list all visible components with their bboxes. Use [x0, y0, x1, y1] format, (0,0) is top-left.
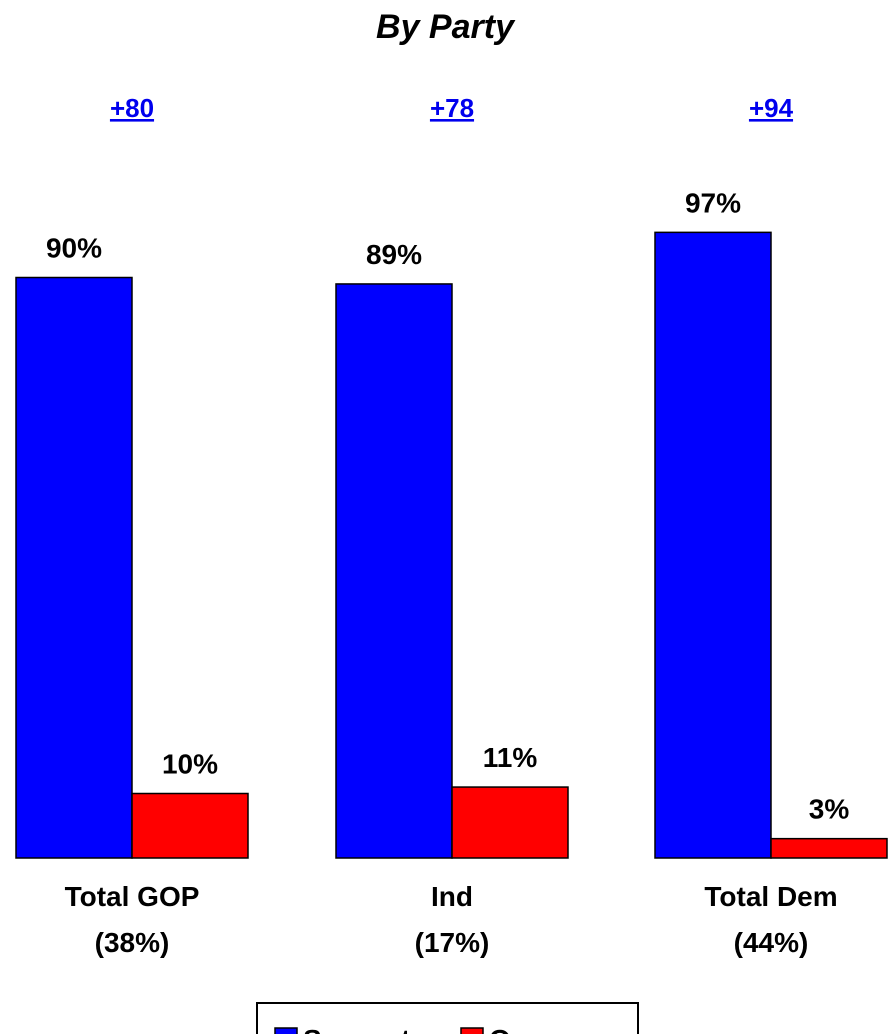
legend-label-support: Support [303, 1024, 410, 1034]
data-label-oppose-total-dem: 3% [809, 794, 850, 825]
data-label-support-total-gop: 90% [46, 233, 102, 264]
legend-box [256, 1002, 639, 1034]
chart-title: By Party [376, 8, 516, 46]
legend-label-oppose: Oppose [489, 1024, 593, 1034]
bars-group: 90% 10% +80 Total GOP (38%) 89% 11% +78 Ind (17%)… [15, 93, 888, 958]
category-label-total-dem: Total Dem [704, 881, 837, 912]
category-share-total-dem: (44%) [734, 927, 809, 958]
legend-swatch-support [274, 1027, 298, 1034]
bar-support-total-dem [654, 231, 772, 859]
data-label-support-total-dem: 97% [685, 187, 741, 218]
data-label-support-ind: 89% [366, 239, 422, 270]
net-label-total-dem: +94 [749, 93, 794, 123]
bar-oppose-total-gop [131, 792, 249, 859]
data-label-oppose-ind: 11% [483, 742, 538, 773]
bar-support-ind [335, 283, 453, 859]
data-label-oppose-total-gop: 10% [162, 749, 218, 780]
net-label-total-gop: +80 [110, 93, 154, 123]
bar-oppose-ind [451, 786, 569, 859]
category-share-total-gop: (38%) [95, 927, 170, 958]
category-share-ind: (17%) [415, 927, 490, 958]
bar-oppose-total-dem [770, 837, 888, 859]
category-label-ind: Ind [431, 881, 473, 912]
legend-swatch-oppose [460, 1027, 484, 1034]
net-label-ind: +78 [430, 93, 474, 123]
bar-support-total-gop [15, 276, 133, 859]
category-label-total-gop: Total GOP [65, 881, 200, 912]
legend: Support Oppose [256, 1002, 639, 1034]
